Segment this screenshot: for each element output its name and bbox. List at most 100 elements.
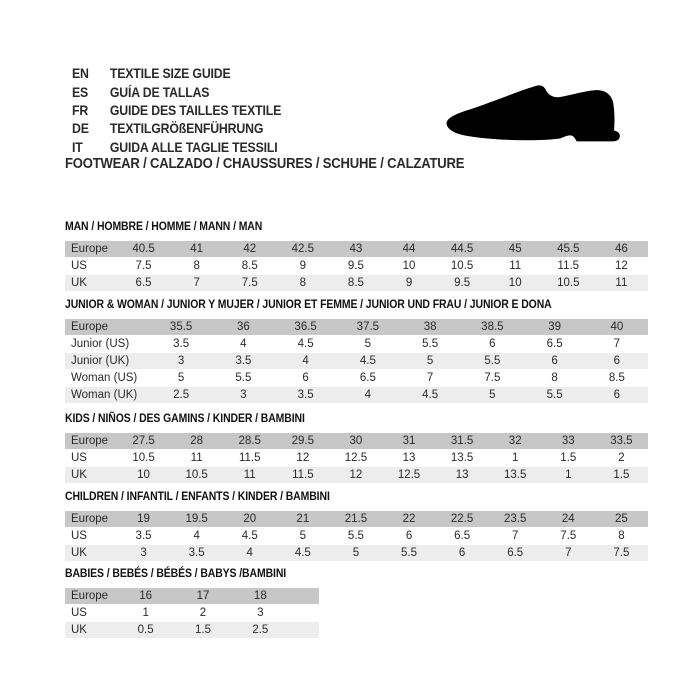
table-row: Woman (US) 5 5.5 6 6.5 7 7.5 8 8.5 [65, 370, 648, 386]
size-value: 39 [548, 321, 562, 333]
size-value: 9 [405, 277, 413, 289]
size-value: 30 [349, 435, 363, 447]
table-row: Junior (UK) 3 3.5 4 4.5 5 5.5 6 6 [65, 353, 648, 369]
size-value: 6 [302, 372, 309, 384]
size-value: 6 [458, 547, 466, 559]
row-label: US [71, 607, 87, 619]
size-value: 6 [405, 530, 413, 542]
section-title: BABIES / BEBÉS / BÉBÉS / BABYS /BAMBINI [65, 566, 287, 580]
size-value: 3.5 [188, 547, 205, 559]
language-guide-label: GUIDA ALLE TAGLIE TESSILI [109, 138, 278, 155]
row-label: Woman (US) [71, 372, 138, 384]
size-value: 45.5 [557, 243, 580, 255]
size-value: 11 [243, 469, 256, 481]
row-label: Europe [71, 243, 109, 255]
size-value: 1 [512, 452, 519, 464]
size-value: 42 [243, 243, 257, 255]
size-value: 3.5 [235, 355, 252, 367]
size-value: 44 [402, 243, 416, 255]
section-junior-woman: JUNIOR & WOMAN / JUNIOR Y MUJER / JUNIOR… [65, 298, 648, 404]
size-value: 10 [137, 469, 150, 481]
size-value: 36 [236, 321, 250, 333]
section-man: MAN / HOMBRE / HOMME / MANN / MAN Europe… [65, 220, 648, 292]
size-value: 7 [512, 530, 519, 542]
size-value: 8.5 [608, 372, 625, 384]
size-value: 7 [426, 372, 434, 384]
size-value: 10 [402, 260, 416, 272]
size-value: 6.5 [507, 547, 524, 559]
language-guide: EN TEXTILE SIZE GUIDE ES GUÍA DE TALLAS … [72, 64, 281, 156]
size-value: 4.5 [297, 338, 314, 350]
language-guide-row: ES GUÍA DE TALLAS [72, 82, 281, 100]
size-value: 7 [613, 338, 621, 350]
row-label: US [71, 452, 87, 464]
row-label: Junior (UK) [71, 355, 130, 367]
row-label: Europe [71, 435, 109, 447]
size-value: 27.5 [132, 435, 155, 447]
language-code: DE [72, 120, 89, 137]
category-title: FOOTWEAR / CALZADO / CHAUSSURES / SCHUHE… [65, 156, 465, 172]
size-value: 2.5 [173, 389, 190, 401]
size-value: 1 [565, 469, 572, 481]
table-row: US 10.5 11 11.5 12 12.5 13 13.5 1 1.5 2 [65, 450, 648, 466]
size-value: 28.5 [238, 435, 261, 447]
language-guide-label: GUÍA DE TALLAS [109, 83, 210, 100]
size-value: 6 [613, 389, 621, 401]
section-children: CHILDREN / INFANTIL / ENFANTS / KINDER /… [65, 490, 648, 562]
size-value: 6.5 [546, 338, 563, 350]
size-value: 7.5 [241, 277, 258, 289]
table-row: UK 6.5 7 7.5 8 8.5 9 9.5 10 10.5 11 [65, 275, 648, 291]
language-guide-label: TEXTILE SIZE GUIDE [109, 65, 231, 82]
size-value: 11.5 [557, 260, 580, 272]
size-value: 6.5 [135, 277, 152, 289]
row-label: Junior (US) [71, 338, 130, 350]
size-value: 31.5 [450, 435, 474, 447]
size-value: 4.5 [241, 530, 258, 542]
size-value: 4 [240, 338, 247, 350]
table-row: UK 10 10.5 11 11.5 12 12.5 13 13.5 1 1.5 [65, 467, 648, 483]
size-value: 9 [299, 260, 307, 272]
size-value: 41 [190, 243, 204, 255]
size-value: 6.5 [359, 372, 376, 384]
size-value: 19.5 [185, 513, 208, 525]
size-value: 8 [299, 277, 307, 289]
size-value: 36.5 [294, 321, 317, 333]
size-value: 3 [240, 389, 247, 401]
size-value: 3 [140, 547, 147, 559]
row-label: Europe [71, 590, 109, 602]
size-value: 32 [508, 435, 522, 447]
size-value: 5.5 [484, 355, 501, 367]
size-value: 11 [190, 452, 203, 464]
size-value: 10 [508, 277, 522, 289]
size-value: 33.5 [610, 435, 633, 447]
section-title: KIDS / NIÑOS / DES GAMINS / KINDER / BAM… [65, 411, 305, 425]
size-value: 40.5 [132, 243, 155, 255]
size-value: 2 [199, 607, 207, 619]
size-value: 3 [177, 355, 185, 367]
size-value: 45 [508, 243, 522, 255]
size-value: 5 [426, 355, 434, 367]
row-label: UK [71, 547, 87, 559]
size-value: 5.5 [422, 338, 439, 350]
section-title: MAN / HOMBRE / HOMME / MANN / MAN [65, 219, 263, 233]
size-value: 20 [243, 513, 257, 525]
language-code: FR [72, 101, 89, 118]
size-value: 1.5 [194, 624, 211, 636]
row-label: US [71, 530, 87, 542]
size-table-junior-woman: Europe 35.5 36 36.5 37.5 38 38.5 39 40 Junior (US… [65, 319, 648, 403]
size-value: 4 [302, 355, 309, 367]
size-value: 33 [561, 435, 575, 447]
size-value: 18 [253, 590, 267, 602]
size-value: 3 [257, 607, 264, 619]
row-label: UK [71, 277, 87, 289]
size-value: 35.5 [169, 321, 193, 333]
table-row: Europe 16 17 18 [65, 588, 320, 604]
row-label: Europe [71, 513, 109, 525]
section-kids: KIDS / NIÑOS / DES GAMINS / KINDER / BAM… [65, 412, 648, 484]
size-value: 2.5 [252, 624, 269, 636]
table-row: US 3.5 4 4.5 5 5.5 6 6.5 7 7.5 8 [65, 528, 648, 544]
size-value: 7.5 [135, 260, 152, 272]
size-value: 17 [196, 590, 210, 602]
size-value: 8 [193, 260, 200, 272]
